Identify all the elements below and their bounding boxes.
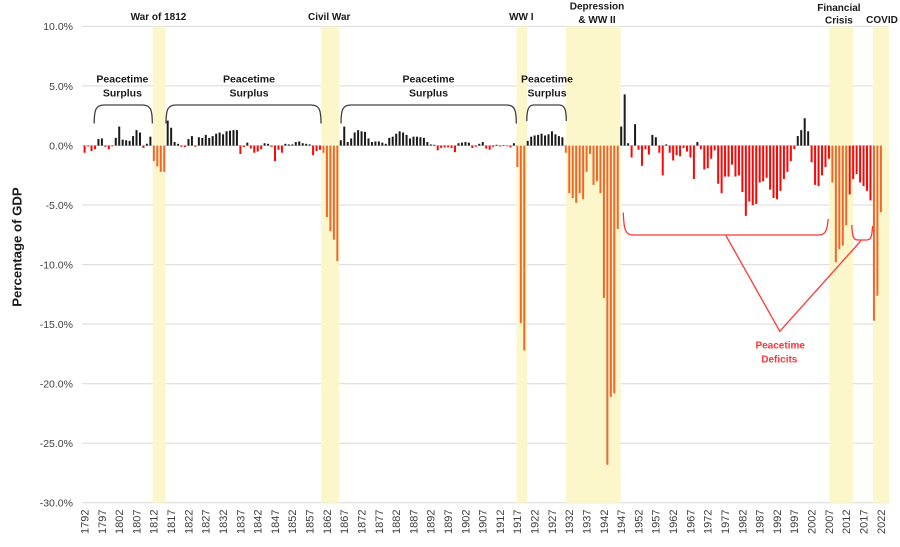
svg-text:Peacetime: Peacetime — [96, 73, 148, 85]
svg-text:War of 1812: War of 1812 — [131, 12, 187, 23]
svg-text:Surplus: Surplus — [103, 88, 142, 100]
svg-text:1942: 1942 — [599, 510, 611, 534]
svg-text:1962: 1962 — [668, 510, 680, 534]
svg-text:1847: 1847 — [270, 510, 282, 534]
svg-text:1982: 1982 — [737, 510, 749, 534]
svg-text:2017: 2017 — [859, 510, 871, 534]
svg-text:1867: 1867 — [339, 510, 351, 534]
svg-text:& WW II: & WW II — [578, 15, 615, 26]
svg-text:1817: 1817 — [166, 510, 178, 534]
svg-text:1992: 1992 — [772, 510, 784, 534]
svg-text:1822: 1822 — [183, 510, 195, 534]
svg-text:1872: 1872 — [357, 510, 369, 534]
svg-text:1852: 1852 — [287, 510, 299, 534]
svg-text:2007: 2007 — [824, 510, 836, 534]
svg-text:2012: 2012 — [841, 510, 853, 534]
svg-text:1972: 1972 — [703, 510, 715, 534]
svg-text:1837: 1837 — [235, 510, 247, 534]
svg-text:0.0%: 0.0% — [49, 140, 73, 152]
svg-text:1862: 1862 — [322, 510, 334, 534]
svg-text:1932: 1932 — [564, 510, 576, 534]
svg-text:1882: 1882 — [391, 510, 403, 534]
svg-text:Percentage of GDP: Percentage of GDP — [9, 187, 24, 307]
svg-text:1917: 1917 — [512, 510, 524, 534]
svg-text:1977: 1977 — [720, 510, 732, 534]
svg-text:1952: 1952 — [633, 510, 645, 534]
svg-text:Peacetime: Peacetime — [521, 73, 573, 85]
svg-text:1807: 1807 — [131, 510, 143, 534]
svg-text:1887: 1887 — [408, 510, 420, 534]
svg-text:1857: 1857 — [305, 510, 317, 534]
svg-text:1802: 1802 — [114, 510, 126, 534]
svg-text:1897: 1897 — [443, 510, 455, 534]
svg-text:Surplus: Surplus — [229, 88, 268, 100]
svg-text:Peacetime: Peacetime — [403, 73, 455, 85]
svg-text:1967: 1967 — [685, 510, 697, 534]
svg-text:Depression: Depression — [570, 2, 624, 13]
svg-text:1877: 1877 — [374, 510, 386, 534]
svg-text:1902: 1902 — [460, 510, 472, 534]
svg-text:-5.0%: -5.0% — [46, 200, 73, 212]
svg-text:-10.0%: -10.0% — [40, 259, 73, 271]
svg-text:1957: 1957 — [651, 510, 663, 534]
svg-text:Peacetime: Peacetime — [223, 73, 275, 85]
svg-text:5.0%: 5.0% — [49, 81, 73, 93]
svg-text:1827: 1827 — [201, 510, 213, 534]
svg-text:-20.0%: -20.0% — [40, 379, 73, 391]
svg-text:2022: 2022 — [876, 510, 888, 534]
svg-text:1797: 1797 — [97, 510, 109, 534]
svg-text:1937: 1937 — [582, 510, 594, 534]
svg-text:1892: 1892 — [426, 510, 438, 534]
svg-text:1922: 1922 — [530, 510, 542, 534]
svg-text:10.0%: 10.0% — [43, 21, 73, 33]
svg-text:Civil War: Civil War — [308, 12, 351, 23]
svg-text:Surplus: Surplus — [409, 88, 448, 100]
svg-text:Financial: Financial — [817, 3, 861, 14]
svg-text:WW I: WW I — [509, 12, 534, 23]
svg-text:-30.0%: -30.0% — [40, 498, 73, 510]
svg-text:Peacetime: Peacetime — [755, 340, 805, 351]
svg-text:1997: 1997 — [789, 510, 801, 534]
svg-text:1792: 1792 — [80, 510, 92, 534]
svg-text:COVID: COVID — [866, 15, 898, 26]
svg-text:-15.0%: -15.0% — [40, 319, 73, 331]
svg-text:1832: 1832 — [218, 510, 230, 534]
svg-text:1927: 1927 — [547, 510, 559, 534]
svg-text:1812: 1812 — [149, 510, 161, 534]
svg-text:1947: 1947 — [616, 510, 628, 534]
svg-text:1987: 1987 — [755, 510, 767, 534]
svg-text:1912: 1912 — [495, 510, 507, 534]
svg-text:Deficits: Deficits — [761, 355, 798, 366]
svg-text:2002: 2002 — [807, 510, 819, 534]
svg-text:-25.0%: -25.0% — [40, 438, 73, 450]
svg-text:1842: 1842 — [253, 510, 265, 534]
svg-text:Crisis: Crisis — [825, 16, 853, 27]
svg-text:Surplus: Surplus — [527, 88, 566, 100]
svg-text:1907: 1907 — [478, 510, 490, 534]
